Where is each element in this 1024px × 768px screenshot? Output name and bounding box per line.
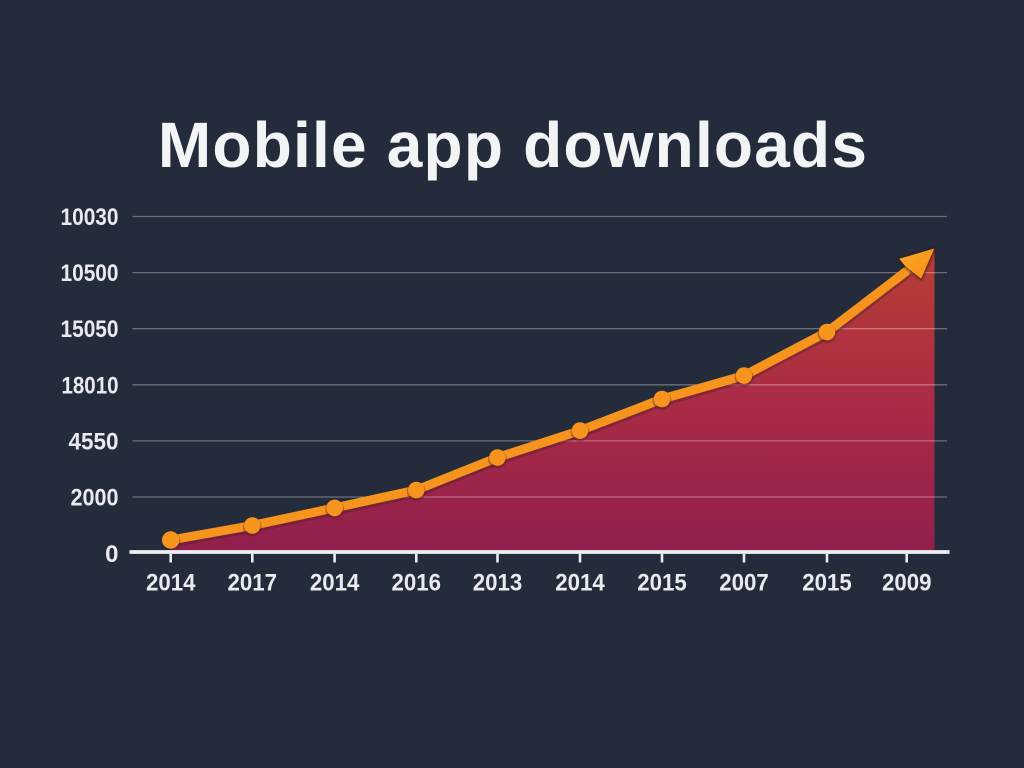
svg-text:2007: 2007 (719, 570, 769, 597)
svg-text:0: 0 (105, 541, 118, 568)
svg-text:2016: 2016 (392, 570, 442, 597)
svg-text:15050: 15050 (61, 316, 119, 343)
svg-text:2009: 2009 (882, 570, 932, 597)
svg-text:2013: 2013 (473, 570, 523, 597)
svg-text:10500: 10500 (61, 260, 119, 287)
svg-text:2000: 2000 (71, 485, 119, 512)
svg-text:18010: 18010 (62, 372, 119, 399)
svg-text:Mobile app downloads: Mobile app downloads (158, 109, 868, 181)
svg-text:2015: 2015 (802, 570, 852, 597)
svg-text:2017: 2017 (228, 570, 278, 597)
svg-text:4550: 4550 (69, 428, 119, 455)
svg-text:2014: 2014 (555, 570, 605, 597)
svg-text:10030: 10030 (61, 204, 119, 231)
svg-text:2014: 2014 (146, 570, 196, 597)
svg-text:2014: 2014 (310, 570, 360, 597)
svg-text:2015: 2015 (637, 570, 687, 597)
